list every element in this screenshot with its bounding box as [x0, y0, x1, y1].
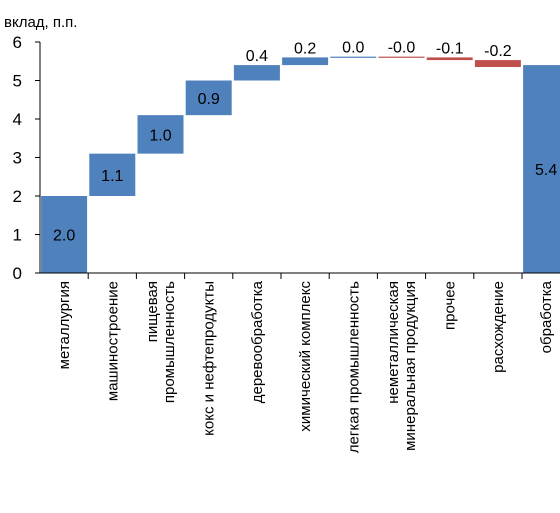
bar: [378, 56, 425, 58]
bar: [282, 57, 329, 66]
data-label: 0.0: [342, 40, 364, 57]
x-tick-label: промышленность: [161, 281, 178, 403]
x-tick-label: машиностроение: [104, 281, 121, 401]
data-label: 0.4: [246, 48, 268, 65]
y-axis-label: вклад, п.п.: [4, 14, 77, 31]
data-labels: 2.0 1.1 1.0 0.9 0.4 0.2 0.0 -0.0 -0.1 -0.2 5.4: [53, 40, 557, 245]
x-tick-label: обработка: [538, 280, 555, 353]
data-label: 0.2: [294, 40, 316, 57]
y-axis: 0 1 2 3 4 5 6: [13, 33, 40, 283]
x-tick-label: пищевая: [144, 281, 161, 342]
y-tick-label: 2: [13, 187, 22, 206]
y-tick-label: 1: [13, 226, 22, 245]
x-axis-labels: металлургия машиностроение пищевая промышле…: [56, 280, 555, 453]
x-tick-label: минеральная продукция: [402, 281, 419, 451]
bar: [41, 196, 88, 273]
bar: [523, 65, 560, 273]
x-tick-label: легкая промышленность: [345, 281, 362, 453]
bar: [426, 57, 473, 61]
x-axis-ticks: [87, 273, 523, 279]
x-tick-label: неметаллическая: [385, 281, 402, 404]
x-tick-label: металлургия: [56, 281, 73, 369]
y-tick-label: 5: [13, 72, 22, 91]
bar: [89, 153, 136, 196]
bar: [474, 60, 521, 68]
x-tick-label: расхождение: [490, 281, 507, 373]
y-tick-label: 6: [13, 33, 22, 52]
y-tick-label: 4: [13, 110, 22, 129]
bars: [41, 56, 560, 273]
data-label: 5.4: [535, 162, 557, 179]
data-label: -0.1: [436, 40, 464, 57]
data-label: 1.0: [149, 127, 171, 144]
x-tick-label: кокс и нефтепродукты: [201, 281, 218, 436]
data-label: -0.0: [388, 40, 416, 57]
data-label: 1.1: [101, 168, 123, 185]
data-label: -0.2: [484, 43, 512, 60]
bar: [233, 65, 280, 81]
data-label: 2.0: [53, 228, 75, 245]
bar: [137, 115, 184, 154]
y-tick-label: 3: [13, 149, 22, 168]
x-tick-label: химический комплекс: [297, 281, 314, 432]
data-label: 0.9: [198, 91, 220, 108]
bar: [185, 80, 232, 116]
x-tick-label: деревообработка: [249, 280, 266, 403]
bar: [330, 56, 377, 58]
x-tick-label: прочее: [442, 281, 459, 330]
y-tick-label: 0: [13, 264, 22, 283]
